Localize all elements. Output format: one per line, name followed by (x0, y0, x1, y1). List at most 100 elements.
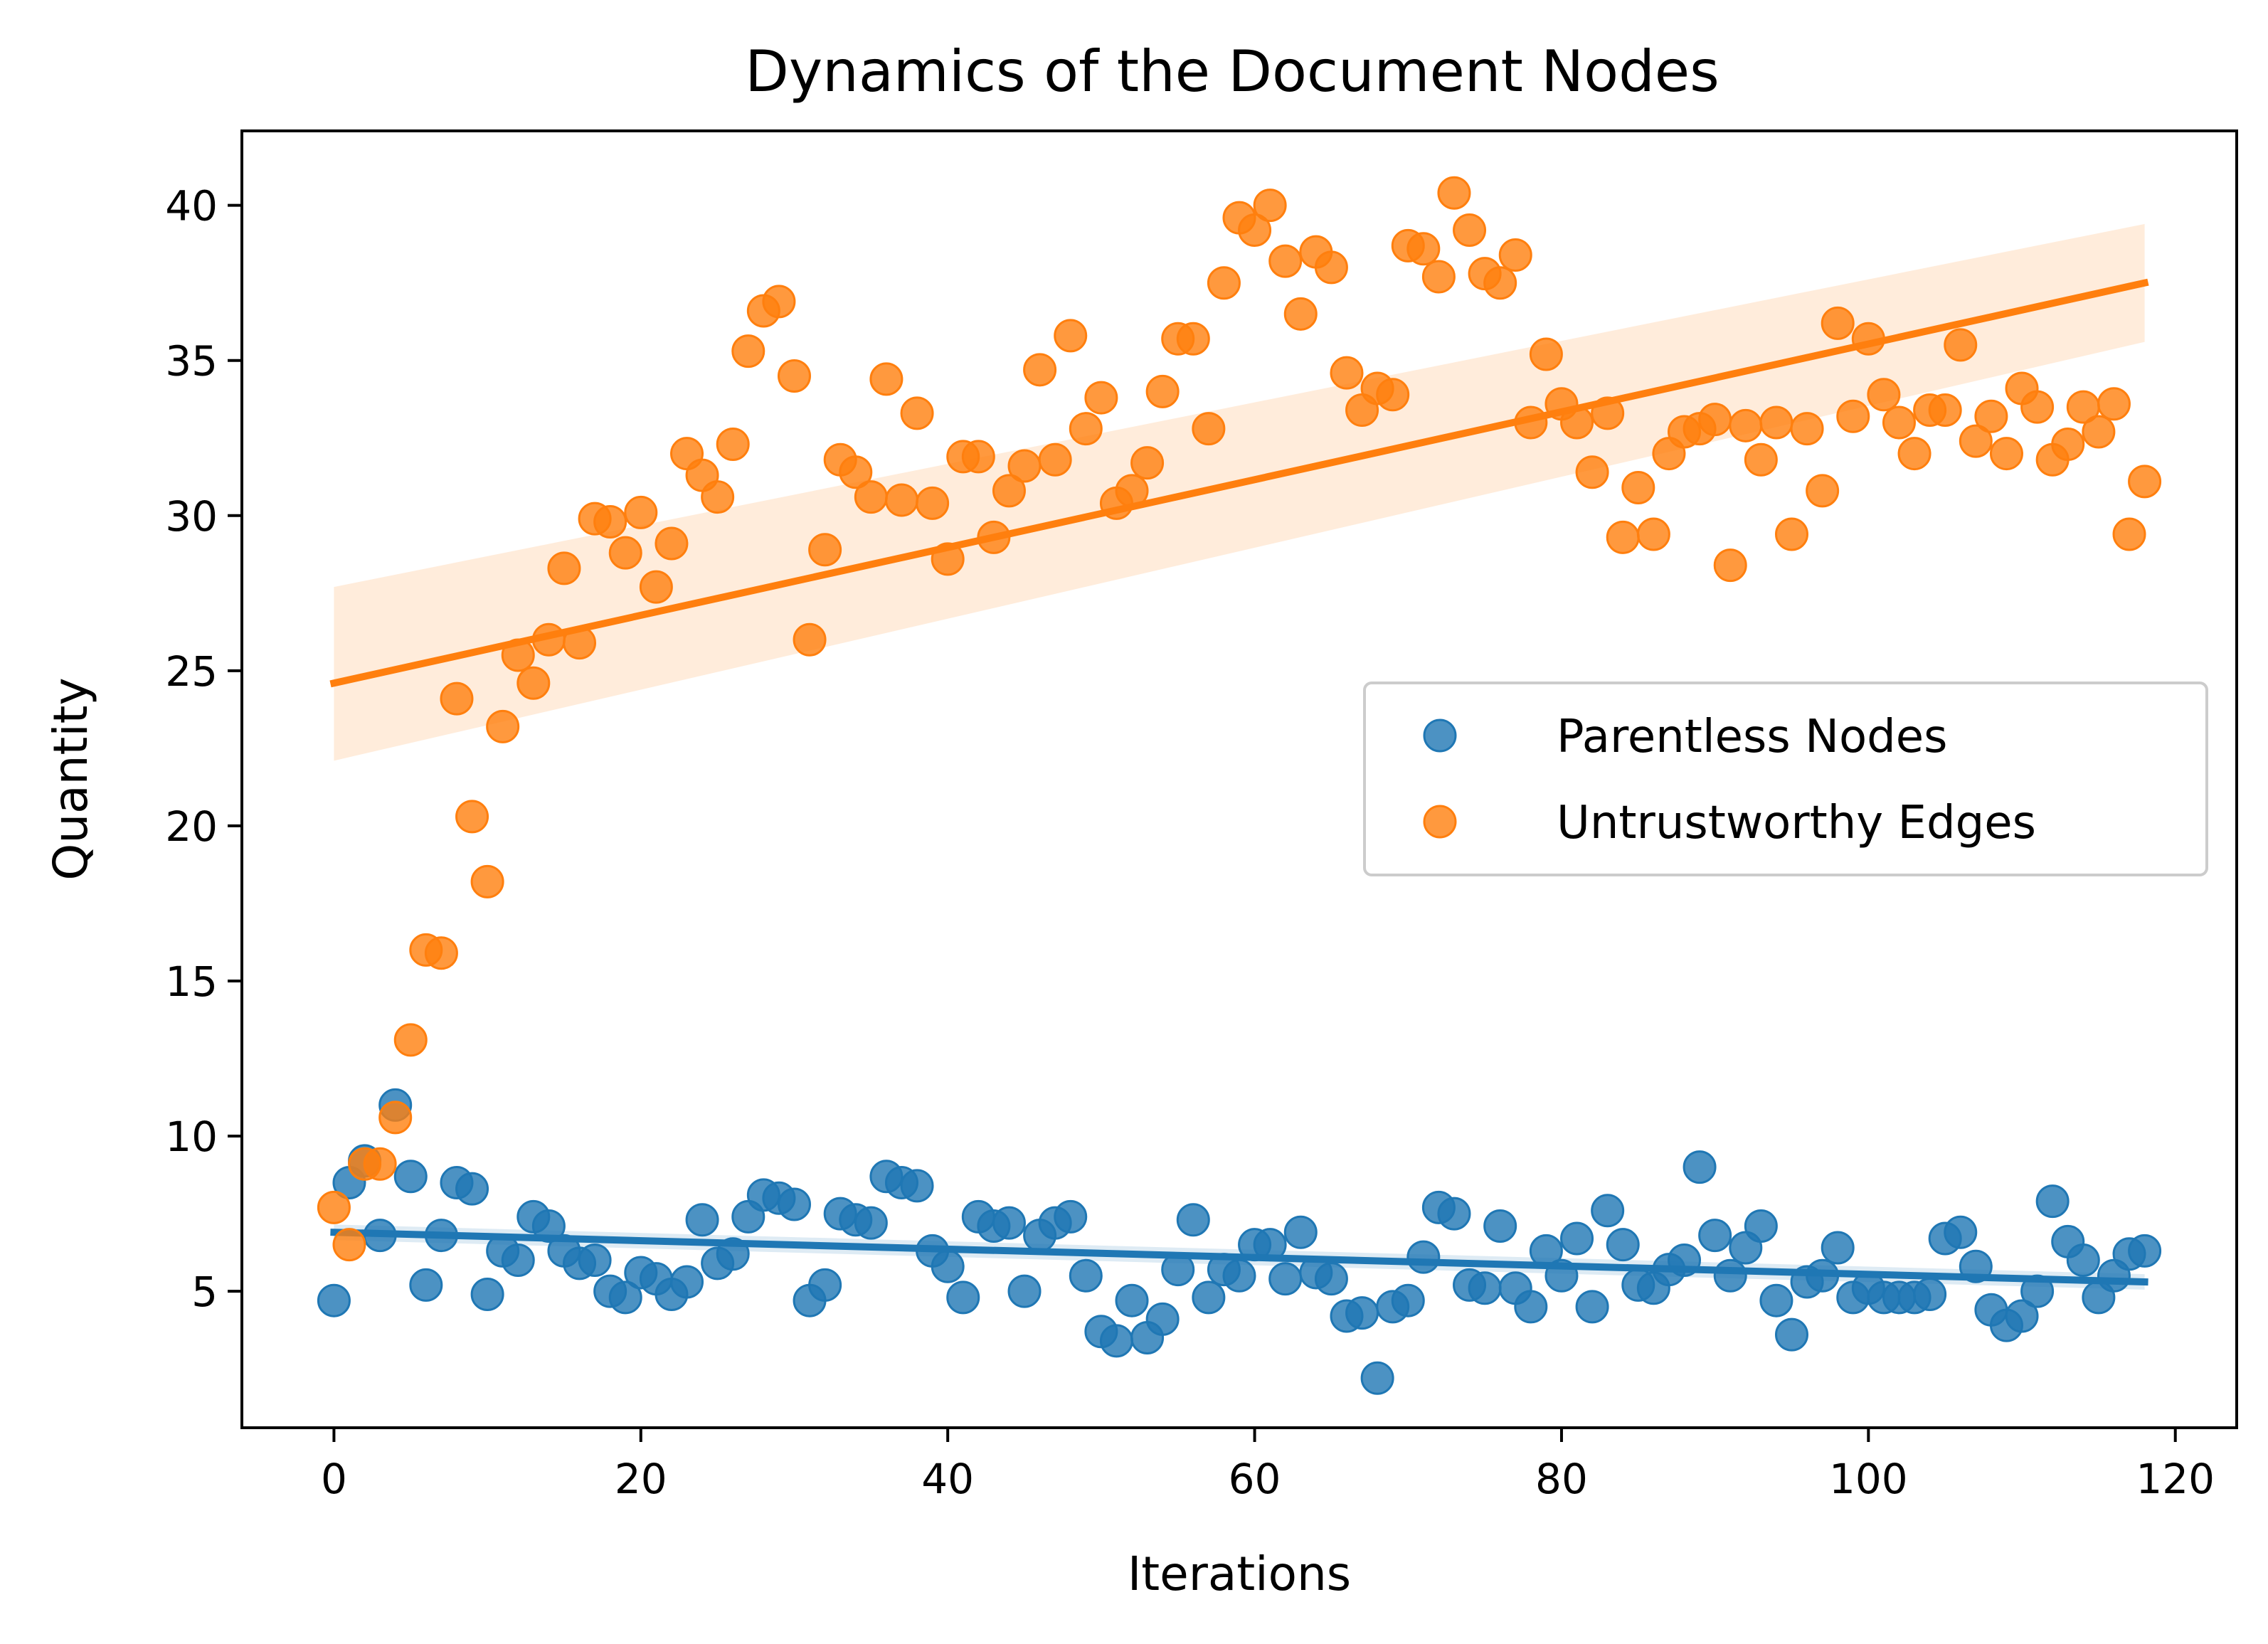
data-point (317, 1190, 351, 1224)
data-point (608, 1280, 642, 1315)
data-point (363, 1147, 397, 1181)
data-point (455, 1172, 489, 1206)
data-point (762, 285, 796, 319)
data-point (1007, 1274, 1042, 1308)
data-point (332, 1228, 366, 1262)
data-point (1145, 1302, 1180, 1336)
data-point (1054, 1199, 1088, 1234)
x-tick-label: 40 (921, 1455, 974, 1503)
data-point (1238, 213, 1272, 248)
series-parentless-nodes (317, 1088, 2162, 1395)
data-point (624, 495, 658, 529)
data-point (839, 455, 873, 489)
data-point (1683, 1150, 1717, 1184)
data-point (393, 1160, 428, 1194)
x-axis: 0 20 40 60 80 100 120 (321, 1428, 2215, 1503)
data-point (1713, 1258, 1747, 1293)
data-point (1913, 1277, 1947, 1311)
data-point (685, 1203, 719, 1237)
data-point (1069, 1258, 1103, 1293)
data-point (2128, 1234, 2162, 1268)
data-point (1130, 446, 1165, 480)
data-point (1115, 1283, 1149, 1317)
data-point (1176, 1203, 1210, 1237)
data-point (808, 533, 842, 567)
data-point (1759, 1283, 1793, 1317)
data-point (608, 536, 642, 570)
data-point (1821, 1231, 1855, 1265)
y-tick-label: 5 (191, 1268, 218, 1316)
data-point (1468, 1271, 1502, 1305)
data-point (1345, 1296, 1379, 1330)
data-point (1498, 238, 1532, 272)
data-point (1944, 328, 1978, 362)
data-point (1744, 442, 1778, 477)
data-point (1268, 244, 1303, 278)
y-tick-label: 35 (165, 337, 218, 386)
x-tick-label: 120 (2136, 1455, 2215, 1503)
data-point (1038, 442, 1072, 477)
x-axis-label: Iterations (1128, 1547, 1351, 1601)
data-point (1391, 1283, 1425, 1317)
data-point (424, 936, 458, 970)
data-point (2020, 390, 2055, 424)
data-point (1836, 399, 1870, 433)
data-point (869, 362, 904, 396)
data-point (1774, 1317, 1808, 1352)
data-point (1959, 424, 1993, 458)
data-point (1867, 378, 1901, 412)
data-point (317, 1283, 351, 1317)
y-tick-label: 20 (165, 802, 218, 851)
data-point (1314, 250, 1348, 285)
data-point (2066, 1243, 2100, 1277)
data-point (455, 800, 489, 834)
data-point (731, 334, 765, 368)
data-point (516, 666, 551, 700)
data-point (1774, 517, 1808, 551)
data-point (777, 1187, 811, 1221)
data-point (1084, 381, 1118, 415)
data-point (1421, 260, 1456, 294)
data-point (900, 396, 934, 430)
data-point (1591, 1194, 1625, 1228)
data-point (2112, 517, 2146, 551)
data-point (701, 480, 735, 514)
data-point (992, 1206, 1026, 1240)
data-point (854, 480, 888, 514)
data-point (1483, 1209, 1517, 1243)
legend-label-parentless-nodes: Parentless Nodes (1557, 711, 1947, 763)
data-point (1253, 189, 1287, 223)
data-point (1283, 1215, 1318, 1249)
data-point (1437, 176, 1471, 210)
y-tick-label: 30 (165, 492, 218, 541)
y-tick-label: 15 (165, 958, 218, 1006)
data-point (1360, 1361, 1394, 1395)
data-point (1529, 337, 1563, 371)
legend: Parentless Nodes Untrustworthy Edges (1363, 682, 2208, 876)
y-tick-label: 25 (165, 647, 218, 696)
legend-label-untrustworthy-edges: Untrustworthy Edges (1557, 797, 2036, 849)
data-point (1560, 1221, 1594, 1256)
data-point (1514, 1290, 1548, 1324)
data-point (1744, 1209, 1778, 1243)
data-point (1406, 1240, 1441, 1274)
data-point (1759, 405, 1793, 440)
data-point (1437, 1197, 1471, 1231)
data-point (1928, 393, 1962, 428)
data-point (2082, 415, 2116, 449)
data-point (1698, 1219, 1732, 1253)
data-point (1176, 322, 1210, 356)
data-point (1989, 437, 2023, 471)
data-point (1606, 520, 1640, 554)
data-point (1099, 1324, 1133, 1358)
data-point (1145, 374, 1180, 408)
data-point (992, 474, 1026, 508)
data-point (716, 427, 750, 461)
plot-area (317, 176, 2162, 1395)
data-point (486, 709, 520, 743)
data-point (1806, 474, 1840, 508)
data-point (1621, 471, 1655, 505)
data-point (1207, 266, 1241, 300)
legend-box (1363, 682, 2208, 876)
